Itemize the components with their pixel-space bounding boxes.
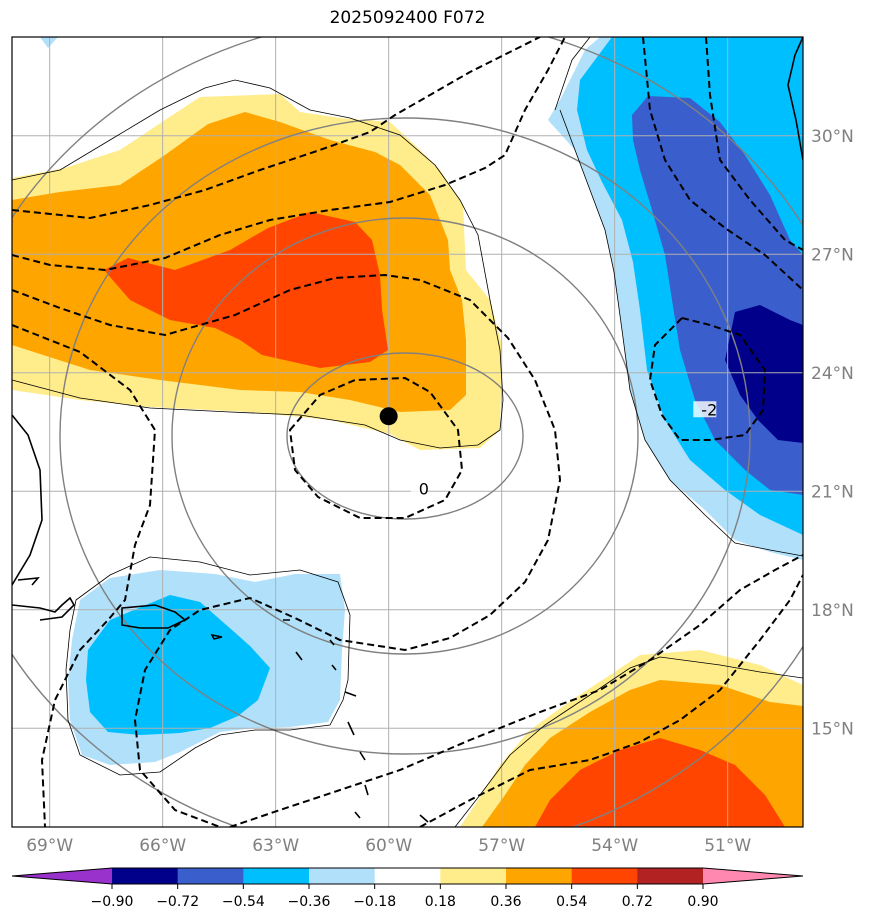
figure-title: 2025092400 F072 [329,8,486,28]
shading-layer [12,37,803,827]
lat-tick-label: 24°N [811,364,854,384]
lon-tick-label: 57°W [478,836,525,856]
lon-tick-label: 51°W [704,836,751,856]
colorbar-segment [571,868,638,884]
contour-label-bg [693,401,717,418]
dashed-contour-closed-center [288,376,464,519]
shade-light-blue-speck [40,37,58,48]
coastline-small-islands [210,619,429,823]
gray-circle-1 [286,352,524,520]
map-frame [11,36,804,828]
dashed-contour-north-2 [12,37,541,220]
lat-tick-label: 21°N [811,482,854,502]
lon-tick-label: 69°W [26,836,73,856]
colorbar: −0.90 −0.72 −0.54 −0.36 −0.18 0.18 0.36 0.54 0.7… [11,867,804,910]
colorbar-segment [506,868,573,884]
colorbar-segment [177,868,244,884]
colorbar-tick-label: −0.54 [222,894,265,910]
shade-red-se [535,738,785,827]
gridlines [12,37,803,827]
dashed-contour-loop-center [12,273,562,827]
colorbar-segment [440,868,507,884]
thin-outlines [12,37,803,827]
lon-tick-label: 66°W [139,836,186,856]
colorbar-tick-label: −0.36 [288,894,331,910]
gray-circle-3 [59,117,751,755]
colorbar-extend-low [12,868,112,884]
coastline-west [12,414,43,586]
colorbar-tick-label: 0.36 [490,894,521,910]
longitude-labels: 69°W 66°W 63°W 60°W 57°W 54°W 51°W [26,836,751,856]
lon-tick-label: 54°W [591,836,638,856]
dashed-contour-ne-2 [705,37,803,251]
contour-label: 0 [419,479,429,498]
contour-label-bg [410,480,427,497]
lat-tick-label: 18°N [811,601,854,621]
lon-tick-label: 60°W [365,836,412,856]
coastline-east [787,37,803,161]
dashed-contour-ne-1 [642,37,803,291]
colorbar-tick-label: 0.72 [622,894,653,910]
gray-circle-2 [171,217,639,655]
colorbar-tick-label: −0.72 [156,894,199,910]
shade-navy-ne [725,305,803,443]
colorbar-segment [243,868,310,884]
colorbar-tick-label: 0.18 [425,894,456,910]
dashed-contour-outer-center [12,324,157,827]
colorbar-segment [112,868,179,884]
shade-red-nw [104,212,388,368]
latitude-labels: 30°N 27°N 24°N 21°N 18°N 15°N [811,127,854,740]
coastline-hispaniola [121,604,187,629]
storm-center-marker [379,407,398,426]
lat-tick-label: 15°N [811,719,854,739]
colorbar-tick-label: −0.18 [353,894,396,910]
dashed-contour-north-1 [12,37,566,272]
contour-label: -2 [701,400,717,419]
colorbar-extend-high [703,868,803,884]
colorbar-tick-label: −0.90 [91,894,134,910]
coastlines [12,37,803,823]
colorbar-segment [637,868,704,884]
contour-labels: 0 -2 [410,400,717,498]
thin-outline-sw [65,556,351,776]
colorbar-segment [374,868,441,884]
gray-contours [12,37,803,827]
thin-outline-ne [554,37,803,557]
colorbar-tick-label: 0.54 [556,894,587,910]
lat-tick-label: 30°N [811,127,854,147]
dashed-contour-ne-loop [648,316,767,441]
thin-outline-nw [12,79,504,449]
dashed-contour-se-1 [229,554,803,827]
lon-tick-label: 63°W [252,836,299,856]
lat-tick-label: 27°N [811,245,854,265]
colorbar-segment [309,868,376,884]
colorbar-tick-label: 0.90 [687,894,718,910]
thin-outline-se [454,656,803,827]
dashed-contour-se-2 [419,574,803,827]
coastline-bahamas [12,577,75,621]
dashed-contours [12,37,803,827]
